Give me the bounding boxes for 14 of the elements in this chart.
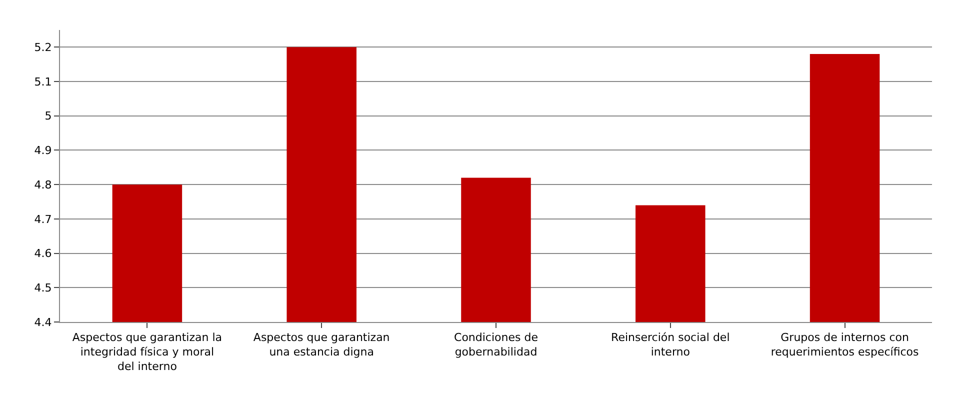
x-tick-label: Aspectos que garantizan una estancia digna: [253, 331, 390, 358]
y-tick-label: 4.8: [34, 178, 52, 192]
y-tick-label: 4.9: [34, 144, 52, 158]
x-tick-label: Condiciones de gobernabilidad: [454, 331, 538, 358]
x-tick-label: Grupos de internos con requerimientos específicos: [770, 331, 920, 358]
x-tick-label: Reinserción social del interno: [611, 331, 730, 358]
y-tick-label: 5.1: [34, 75, 52, 88]
y-tick-label: 4.6: [34, 247, 52, 260]
x-tick-label: Aspectos que garantizan la integridad física y moral del interno: [72, 331, 222, 373]
y-tick-label: 5: [44, 110, 52, 123]
y-tick-label: 4.7: [34, 212, 52, 226]
y-tick-label: 4.5: [34, 282, 52, 294]
y-tick-label: 4.4: [34, 316, 52, 329]
y-tick-label: 5.2: [34, 41, 52, 54]
